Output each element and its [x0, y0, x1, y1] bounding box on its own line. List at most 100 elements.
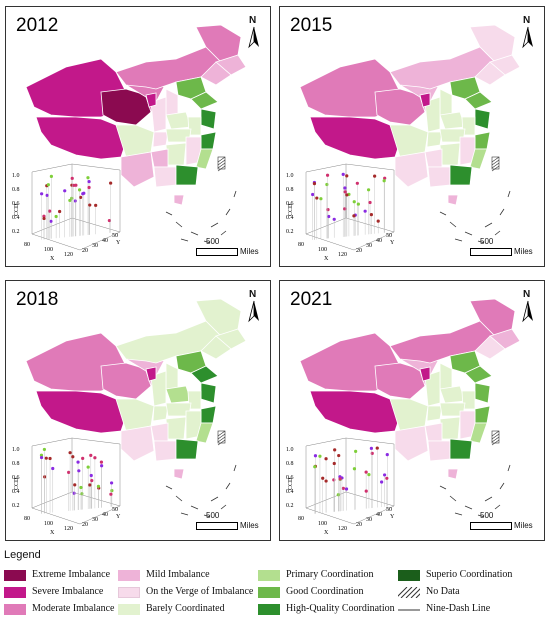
scatter-point [315, 196, 319, 200]
province-ningxia [419, 366, 431, 382]
province-qinghai [374, 88, 426, 126]
legend-swatch [258, 604, 280, 615]
scatter-point [354, 449, 358, 453]
scatter-point [369, 446, 374, 450]
province-hainan [173, 194, 185, 206]
scatter-point [49, 174, 53, 179]
z-tick: 0.4 [12, 215, 20, 221]
scatter-point [81, 456, 85, 461]
province-hunan [165, 416, 187, 440]
scatter-point [343, 207, 347, 211]
scatter-point [86, 176, 90, 180]
y-axis-label: Y [390, 514, 395, 520]
scatter-point [363, 209, 367, 213]
scatter-point [39, 455, 44, 460]
province-liaoning [200, 335, 232, 360]
province-guangxi [427, 440, 451, 462]
province-innerMong [389, 46, 496, 90]
scatter-point [80, 492, 84, 496]
scale-bar: 500 Miles [470, 511, 540, 534]
province-yunnan [120, 425, 155, 462]
hatch-swatch-icon [398, 587, 420, 598]
province-qinghai [100, 88, 152, 126]
province-guangdong [175, 438, 199, 460]
scatter-point [39, 453, 44, 457]
province-qinghai [374, 362, 426, 400]
scatter-point [79, 485, 83, 490]
scatter-point [352, 200, 356, 204]
y-tick: 40 [102, 512, 108, 518]
province-fujian [469, 422, 488, 444]
y-tick: 20 [356, 248, 362, 254]
x-tick: 100 [44, 521, 53, 527]
province-fujian [195, 148, 214, 170]
ccd-3d-scatter-inset: 1.0 0.8 0.6 0.4 0.2 CCD 80 100 120 X 20 30 40 50Y [286, 163, 395, 262]
x-tick: 120 [64, 526, 73, 532]
province-zhejiang [200, 405, 217, 424]
x-tick: 80 [298, 242, 304, 248]
z-tick: 0.4 [286, 215, 294, 221]
province-guizhou [150, 148, 169, 168]
scatter-point [344, 487, 349, 491]
y-tick: 40 [376, 512, 382, 518]
scatter-point [68, 198, 72, 203]
map-panel-2015: 2015 N 500 Miles 1.0 0.8 0.6 0.4 0.2 CCD 80 100 1… [279, 6, 545, 267]
nine-dash-line [439, 464, 511, 518]
province-shandong [464, 365, 493, 384]
province-innerMong [115, 46, 222, 90]
scatter-point [343, 190, 347, 194]
x-axis-label: X [324, 256, 329, 262]
x-axis-label: X [50, 256, 55, 262]
y-tick: 50 [386, 507, 392, 513]
scatter-point [369, 213, 374, 217]
scatter-point [73, 199, 77, 203]
legend-swatch [4, 604, 26, 615]
scatter-point [42, 216, 46, 221]
scatter-point [49, 219, 53, 223]
scatter-point [383, 176, 387, 180]
province-tibet [35, 116, 127, 160]
province-sichuan [115, 398, 155, 432]
scatter-point [327, 214, 331, 219]
scatter-point [338, 477, 342, 481]
taiwan-no-data [491, 430, 500, 446]
z-axis-label: CCD [288, 477, 294, 490]
province-sichuan [115, 124, 155, 158]
scatter-point [332, 461, 336, 466]
scatter-point [110, 488, 114, 493]
scatter-point [375, 446, 379, 450]
province-hunan [165, 142, 187, 166]
z-tick: 0.4 [12, 489, 20, 495]
scatter-point [325, 173, 330, 177]
china-map-2012 [25, 24, 247, 244]
legend-swatch [4, 570, 26, 581]
province-henan [165, 111, 192, 130]
map-legend: Legend Extreme Imbalance Severe Imbalanc… [4, 549, 513, 615]
scatter-point [380, 480, 384, 484]
scatter-point [72, 183, 76, 187]
ccd-3d-scatter-inset: 1.0 0.8 0.6 0.4 0.2 CCD 80 100 120 X 20 30 40 50Y [286, 437, 395, 536]
map-panel-2012: 2012 N 500 Miles 1.0 0.8 0.6 0.4 0.2 CCD 80 100 1… [5, 6, 271, 267]
x-tick: 100 [318, 247, 327, 253]
legend-swatch [118, 570, 140, 581]
z-tick: 1.0 [286, 447, 294, 453]
panel-year: 2021 [290, 289, 333, 310]
province-jiangsu [474, 382, 491, 404]
province-shanxi [439, 362, 453, 390]
scatter-point [337, 453, 341, 458]
y-tick: 20 [82, 248, 88, 254]
scatter-point [107, 218, 111, 223]
scatter-point [109, 481, 114, 485]
province-tibet [309, 390, 401, 434]
z-axis-label: CCD [14, 203, 20, 216]
scatter-point [93, 456, 97, 460]
province-fujian [469, 148, 488, 170]
province-shanxi [165, 362, 179, 390]
scatter-point [89, 453, 93, 457]
province-jiangsu [474, 108, 491, 130]
scatter-point [326, 208, 330, 212]
province-innerMong [115, 320, 222, 364]
scatter-point [68, 451, 72, 455]
scatter-point [311, 192, 315, 197]
province-guangxi [427, 166, 451, 188]
